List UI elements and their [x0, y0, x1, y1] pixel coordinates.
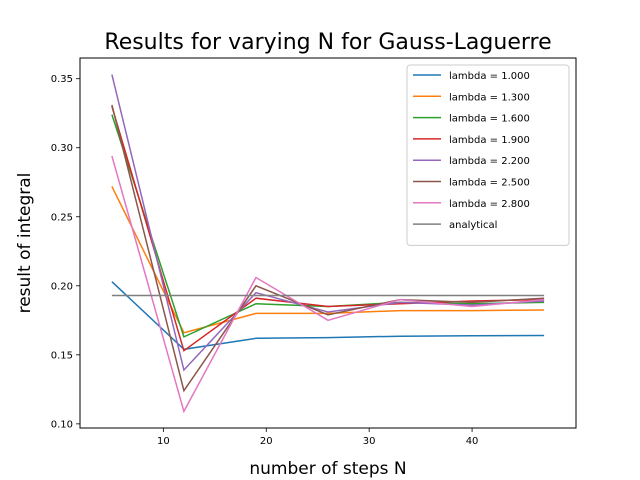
series-line-lambda-2-200	[111, 74, 545, 372]
y-tick-label: 0.15	[51, 350, 73, 361]
y-tick-label: 0.30	[51, 143, 73, 154]
series-layer	[111, 74, 545, 414]
series-line-lambda-2-500	[111, 104, 545, 393]
y-tick-label: 0.35	[51, 74, 73, 85]
legend-box	[406, 64, 570, 246]
legend-label: lambda = 1.300	[449, 92, 530, 103]
y-tick-label: 0.20	[51, 281, 73, 292]
y-tick-label: 0.25	[51, 212, 73, 223]
series-line-lambda-2-800	[111, 155, 545, 414]
legend-label: lambda = 1.900	[449, 135, 530, 146]
y-tick-label: 0.10	[51, 419, 73, 430]
y-axis-label: result of integral	[15, 173, 35, 314]
series-line-lambda-1-900	[111, 106, 545, 352]
x-tick-label: 30	[363, 436, 376, 447]
legend-label: analytical	[449, 220, 497, 231]
x-tick-label: 10	[157, 436, 170, 447]
legend-label: lambda = 2.800	[449, 199, 530, 210]
x-tick-label: 40	[466, 436, 479, 447]
legend: lambda = 1.000 lambda = 1.300 lambda = 1.6…	[406, 64, 570, 246]
x-tick-label: 20	[260, 436, 273, 447]
series-line-lambda-1-300	[111, 186, 545, 334]
legend-label: lambda = 2.500	[449, 178, 530, 189]
axes-frame	[79, 57, 577, 429]
chart-title: Results for varying N for Gauss-Laguerre	[104, 30, 551, 55]
legend-label: lambda = 1.600	[449, 114, 530, 125]
x-axis-ticks: 10 20 30 40	[157, 428, 478, 447]
x-axis-label: number of steps N	[249, 459, 406, 479]
legend-label: lambda = 2.200	[449, 156, 530, 167]
y-axis-ticks: 0.10 0.15 0.20 0.25 0.30 0.35	[51, 74, 80, 430]
legend-label: lambda = 1.000	[449, 71, 530, 82]
